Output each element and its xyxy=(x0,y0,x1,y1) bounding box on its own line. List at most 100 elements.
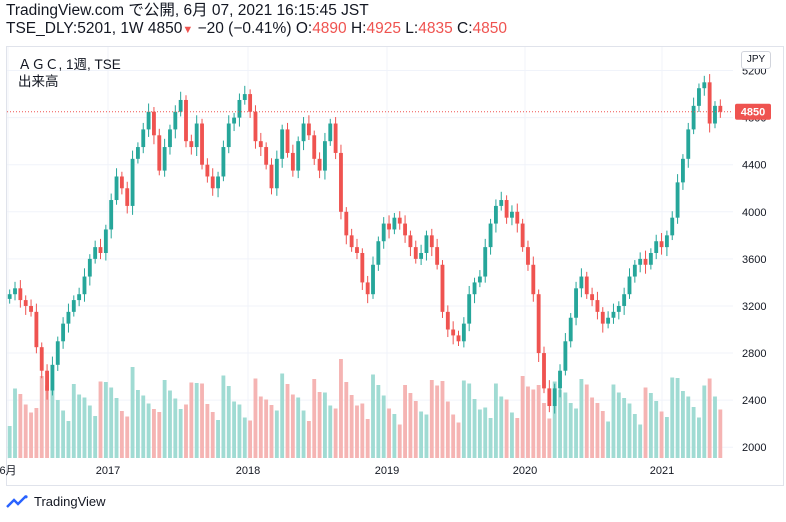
candle-body xyxy=(510,211,514,218)
last-price-tag xyxy=(735,103,771,120)
volume-bar xyxy=(654,401,659,458)
volume-bar xyxy=(152,409,156,458)
candle-body xyxy=(184,99,188,142)
volume-bar xyxy=(520,376,525,458)
candle-body xyxy=(713,105,717,124)
candle-body xyxy=(536,294,541,354)
candle-body xyxy=(50,364,55,391)
candle-body xyxy=(232,117,237,124)
volume-bar xyxy=(627,403,632,458)
candle-body xyxy=(718,105,723,112)
volume-bar xyxy=(194,383,199,458)
volume-bar xyxy=(413,401,418,458)
volume-bar xyxy=(355,405,359,458)
published-info: TradingView.com で公開, 6月 07, 2021 16:15:4… xyxy=(6,2,369,19)
volume-bar xyxy=(306,421,311,458)
candle-body xyxy=(488,223,493,248)
candle-body xyxy=(45,370,49,391)
candle-body xyxy=(702,82,707,89)
candle-body xyxy=(616,305,621,312)
volume-bar xyxy=(87,405,92,458)
candle-body xyxy=(600,311,605,324)
volume-bar xyxy=(403,385,407,458)
volume-bar xyxy=(168,390,172,458)
close-label: C: xyxy=(457,20,473,37)
change-value: −20 (−0.41%) xyxy=(197,20,292,37)
volume-bar xyxy=(39,376,44,458)
candle-body xyxy=(290,152,295,171)
volume-bar xyxy=(408,393,413,458)
volume-bar xyxy=(702,385,707,458)
candle-body xyxy=(109,200,114,230)
candle-body xyxy=(103,229,108,253)
candle-body xyxy=(269,164,274,189)
candle-body xyxy=(515,211,520,224)
volume-bar xyxy=(93,416,98,458)
x-tick-label: 2020 xyxy=(513,465,537,477)
volume-bar xyxy=(584,384,589,458)
high-label: H: xyxy=(350,20,367,37)
candle-body xyxy=(34,311,39,348)
volume-bar xyxy=(648,393,653,458)
candle-body xyxy=(686,129,691,159)
candle-body xyxy=(419,253,424,259)
currency-button[interactable]: JPY xyxy=(741,51,771,69)
volume-bar xyxy=(713,396,717,458)
candle-body xyxy=(328,123,333,142)
volume-bar xyxy=(461,380,466,458)
candle-body xyxy=(552,388,557,407)
candle-body xyxy=(168,129,172,148)
candle-body xyxy=(611,311,616,318)
volume-bar xyxy=(563,392,568,458)
volume-bar xyxy=(77,394,82,458)
candle-body xyxy=(477,276,482,283)
volume-bar xyxy=(718,409,723,458)
volume-bar xyxy=(360,403,365,458)
candle-body xyxy=(675,182,680,218)
candle-body xyxy=(493,205,498,224)
candle-body xyxy=(306,123,311,136)
change-down-icon: ▼ xyxy=(182,24,194,36)
candle-body xyxy=(226,123,231,148)
candle-body xyxy=(360,253,365,283)
volume-bar xyxy=(248,420,253,458)
x-tick-label: 2019 xyxy=(375,465,399,477)
candle-body xyxy=(333,123,338,153)
volume-bar xyxy=(221,375,226,458)
candle-body xyxy=(371,264,375,295)
volume-bar xyxy=(157,412,162,458)
candle-body xyxy=(248,94,253,112)
candle-body xyxy=(29,305,33,312)
volume-bar xyxy=(456,422,461,458)
volume-bar xyxy=(55,400,60,458)
candle-body xyxy=(670,217,675,236)
header-bar: TradingView.com で公開, 6月 07, 2021 16:15:4… xyxy=(6,2,507,39)
volume-bar xyxy=(109,387,114,458)
candle-body xyxy=(323,141,327,171)
volume-bar xyxy=(552,381,557,458)
volume-bar xyxy=(542,403,546,458)
candle-body xyxy=(413,247,418,259)
candle-body xyxy=(280,129,285,159)
volume-bar xyxy=(66,421,71,458)
candle-body xyxy=(258,141,263,148)
last-price-label: 4850 xyxy=(741,107,765,119)
candle-body xyxy=(568,317,573,342)
y-tick-label: 2400 xyxy=(742,395,766,407)
volume-bar xyxy=(515,418,520,458)
volume-bar xyxy=(119,411,124,458)
volume-bar xyxy=(472,399,477,458)
chart-legend: ＡＧＣ, 1週, TSE 出来高 xyxy=(18,56,121,90)
symbol-label: TSE_DLY:5201, 1W 4850 xyxy=(6,20,183,37)
candle-body xyxy=(296,141,301,171)
volume-bar xyxy=(285,384,290,458)
volume-bar xyxy=(344,382,349,458)
volume-bar xyxy=(312,379,317,458)
volume-bar xyxy=(643,387,648,458)
volume-bar xyxy=(686,396,691,458)
volume-bar xyxy=(242,417,247,458)
candle-body xyxy=(664,235,669,248)
volume-bar xyxy=(488,418,493,458)
candle-body xyxy=(114,176,119,201)
